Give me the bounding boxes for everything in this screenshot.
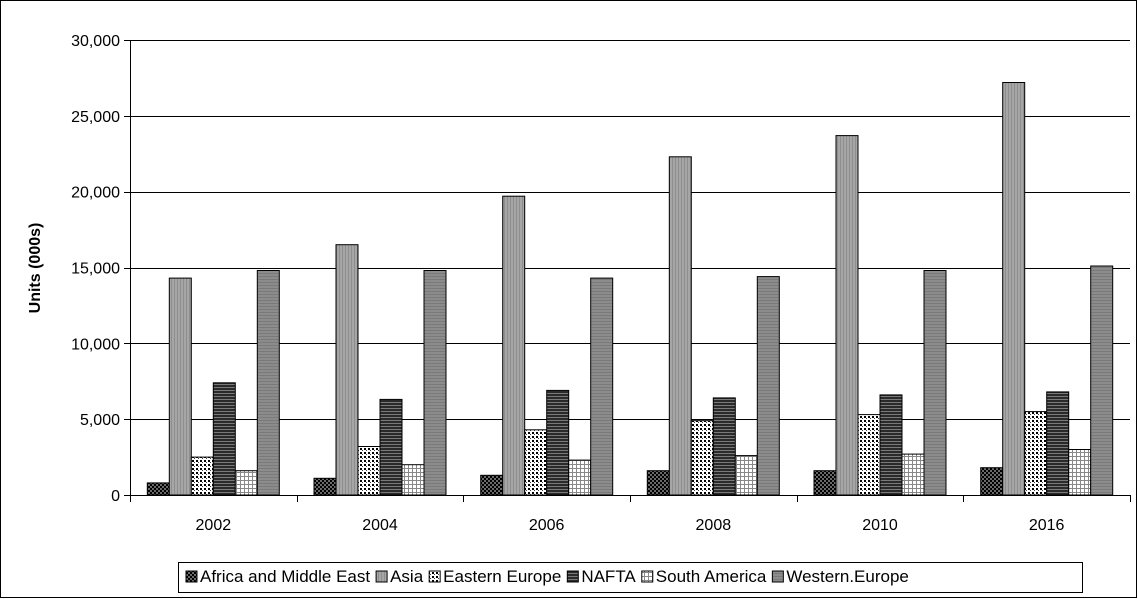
y-tick-label: 30,000 [71,33,120,50]
bar-asia-2016 [1002,82,1026,496]
bar-nafta-2004 [379,398,403,496]
legend-label-asia: Asia [390,567,424,586]
x-tick-label: 2006 [529,517,565,534]
y-tick-label: 25,000 [71,109,120,126]
x-tick-labels: 2002 2004 2006 2008 2010 2016 [196,517,1065,534]
y-tick-label: 20,000 [71,185,120,202]
bar-africa-and-middle-east-2016 [980,467,1004,496]
bar-western-europe-2004 [423,270,447,496]
bar-africa-and-middle-east-2006 [480,474,504,496]
legend-swatch-western-europe [771,570,784,583]
bar-asia-2010 [835,135,859,496]
x-tick-label: 2008 [696,517,732,534]
bar-africa-and-middle-east-2002 [146,482,170,496]
y-tick-label: 0 [111,488,120,505]
bar-eastern-europe-2002 [190,456,214,496]
bar-nafta-2006 [546,389,570,496]
bar-western-europe-2006 [590,277,614,496]
legend-label-south-america: South America [656,567,767,586]
y-tick-label: 5,000 [80,412,120,429]
bar-eastern-europe-2008 [690,420,714,496]
legend-label-eastern-europe: Eastern Europe [443,567,561,586]
legend-swatch-nafta [566,570,579,583]
legend-label-western-europe: Western.Europe [786,567,909,586]
bar-western-europe-2010 [923,270,947,496]
bar-africa-and-middle-east-2004 [313,477,337,496]
bar-south-america-2006 [568,459,592,496]
bar-nafta-2010 [879,394,903,496]
bars [146,82,1114,496]
bar-asia-2006 [502,195,526,496]
y-tick-label: 15,000 [71,261,120,278]
bar-eastern-europe-2006 [524,429,548,496]
y-tick-label: 10,000 [71,336,120,353]
legend-label-nafta: NAFTA [581,567,636,586]
axes [124,40,1131,502]
legend-box [178,562,1083,593]
bar-nafta-2016 [1046,391,1070,496]
bar-south-america-2004 [401,464,425,496]
bar-asia-2008 [668,156,692,496]
bar-south-america-2002 [234,470,258,496]
bar-south-america-2010 [901,453,925,496]
y-tick-labels: 0 5,000 10,000 15,000 20,000 25,000 30,000 [71,33,120,505]
bar-western-europe-2008 [756,276,780,496]
bar-eastern-europe-2004 [357,446,381,496]
x-tick-label: 2016 [1029,517,1065,534]
x-tick-label: 2004 [362,517,398,534]
bar-africa-and-middle-east-2010 [813,470,837,496]
bar-western-europe-2016 [1090,265,1114,496]
bar-nafta-2008 [712,397,736,496]
bar-eastern-europe-2010 [857,414,881,496]
legend-swatch-africa-and-middle-east [185,570,198,583]
bar-south-america-2008 [734,455,758,496]
legend-swatch-asia [375,570,388,583]
bar-nafta-2002 [212,382,236,496]
gridlines [130,40,1130,420]
legend: Africa and Middle East Asia Eastern Europe… [185,567,909,586]
legend-label-africa-and-middle-east: Africa and Middle East [200,567,370,586]
bar-south-america-2016 [1068,449,1092,496]
legend-swatch-eastern-europe [428,570,441,583]
bar-asia-2002 [168,277,192,496]
x-tick-label: 2010 [862,517,898,534]
y-axis-title: Units (000s) [27,223,44,314]
x-tick-label: 2002 [196,517,232,534]
bar-western-europe-2002 [256,270,280,496]
bar-eastern-europe-2016 [1024,411,1048,496]
legend-swatch-south-america [641,570,654,583]
bar-africa-and-middle-east-2008 [646,470,670,496]
bar-asia-2004 [335,244,359,496]
